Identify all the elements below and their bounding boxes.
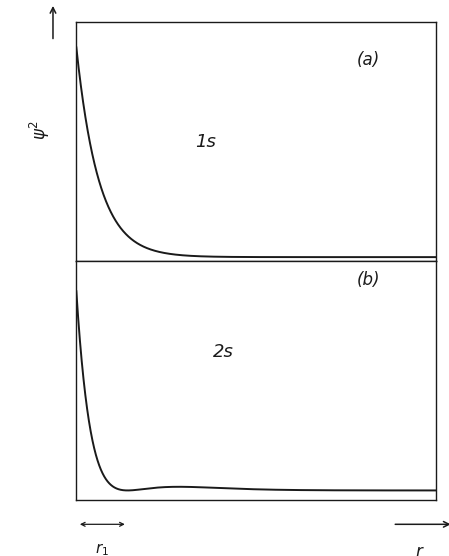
Text: 2s: 2s	[213, 343, 233, 361]
Text: $\psi^2$: $\psi^2$	[28, 120, 53, 140]
Text: $r_1$: $r_1$	[95, 541, 109, 556]
Text: 1s: 1s	[195, 132, 216, 151]
Text: (b): (b)	[357, 271, 380, 289]
Text: (a): (a)	[357, 51, 380, 70]
Text: $r$: $r$	[414, 543, 424, 556]
